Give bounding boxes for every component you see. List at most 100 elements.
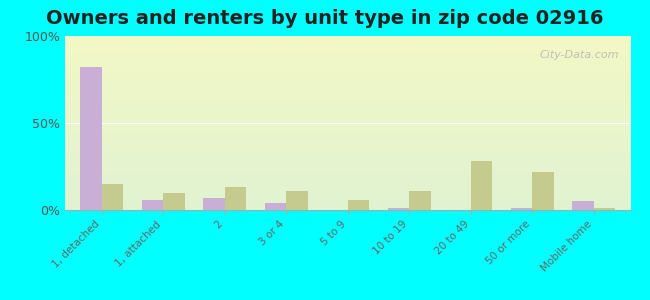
Bar [65, 175, 630, 177]
Bar [65, 130, 630, 132]
Text: Owners and renters by unit type in zip code 02916: Owners and renters by unit type in zip c… [46, 9, 604, 28]
Bar [65, 86, 630, 88]
Bar [65, 118, 630, 119]
Bar [65, 106, 630, 107]
Bar [65, 111, 630, 112]
Bar [102, 184, 124, 210]
Bar [65, 139, 630, 140]
Text: City-Data.com: City-Data.com [540, 50, 619, 60]
Bar [65, 119, 630, 121]
Bar [65, 184, 630, 186]
Bar [65, 43, 630, 45]
Bar [65, 188, 630, 189]
Bar [65, 142, 630, 144]
Bar [65, 67, 630, 69]
Bar [65, 40, 630, 41]
Bar [65, 179, 630, 180]
Bar [65, 36, 630, 38]
Bar [65, 46, 630, 48]
Bar [65, 146, 630, 147]
Bar [65, 88, 630, 90]
Bar [65, 48, 630, 50]
Bar [65, 170, 630, 172]
Bar [65, 167, 630, 168]
Bar [65, 76, 630, 78]
Bar [65, 134, 630, 135]
Bar [532, 172, 554, 210]
Bar [410, 191, 431, 210]
Bar [65, 99, 630, 100]
Bar [286, 191, 308, 210]
Bar [511, 208, 532, 210]
Bar [65, 38, 630, 40]
Bar [65, 200, 630, 201]
Bar [387, 208, 410, 210]
Bar [65, 172, 630, 173]
Bar [65, 58, 630, 60]
Bar [65, 64, 630, 66]
Bar [65, 163, 630, 165]
Bar [65, 53, 630, 55]
Bar [65, 168, 630, 170]
Bar [65, 112, 630, 114]
Bar [65, 173, 630, 175]
Bar [65, 121, 630, 123]
Bar [65, 109, 630, 111]
Bar [65, 144, 630, 146]
Bar [65, 153, 630, 154]
Bar [65, 81, 630, 83]
Bar [65, 60, 630, 62]
Bar [65, 161, 630, 163]
Bar [81, 67, 102, 210]
Bar [471, 161, 492, 210]
Bar [65, 151, 630, 153]
Bar [65, 186, 630, 188]
Bar [65, 95, 630, 97]
Bar [65, 135, 630, 137]
Bar [65, 104, 630, 106]
Bar [348, 200, 369, 210]
Bar [203, 198, 225, 210]
Bar [65, 102, 630, 104]
Bar [65, 66, 630, 67]
Bar [265, 203, 286, 210]
Bar [65, 137, 630, 139]
Bar [65, 92, 630, 93]
Bar [65, 73, 630, 74]
Bar [65, 198, 630, 200]
Bar [65, 45, 630, 46]
Bar [65, 140, 630, 142]
Bar [65, 83, 630, 85]
Bar [65, 93, 630, 95]
Bar [65, 206, 630, 208]
Bar [65, 69, 630, 71]
Bar [225, 188, 246, 210]
Bar [65, 156, 630, 158]
Bar [65, 132, 630, 134]
Bar [65, 123, 630, 125]
Bar [65, 125, 630, 127]
Bar [65, 182, 630, 184]
Bar [65, 71, 630, 73]
Bar [65, 97, 630, 99]
Bar [65, 80, 630, 81]
Bar [65, 149, 630, 151]
Bar [65, 203, 630, 205]
Bar [142, 200, 163, 210]
Bar [65, 55, 630, 57]
Bar [65, 205, 630, 206]
Bar [65, 116, 630, 118]
Bar [65, 189, 630, 191]
Bar [593, 208, 615, 210]
Bar [65, 114, 630, 116]
Bar [65, 128, 630, 130]
Bar [65, 62, 630, 64]
Bar [65, 127, 630, 128]
Bar [572, 201, 593, 210]
Bar [65, 107, 630, 109]
Bar [65, 194, 630, 196]
Bar [65, 78, 630, 80]
Bar [65, 165, 630, 167]
Bar [65, 208, 630, 210]
Bar [65, 57, 630, 58]
